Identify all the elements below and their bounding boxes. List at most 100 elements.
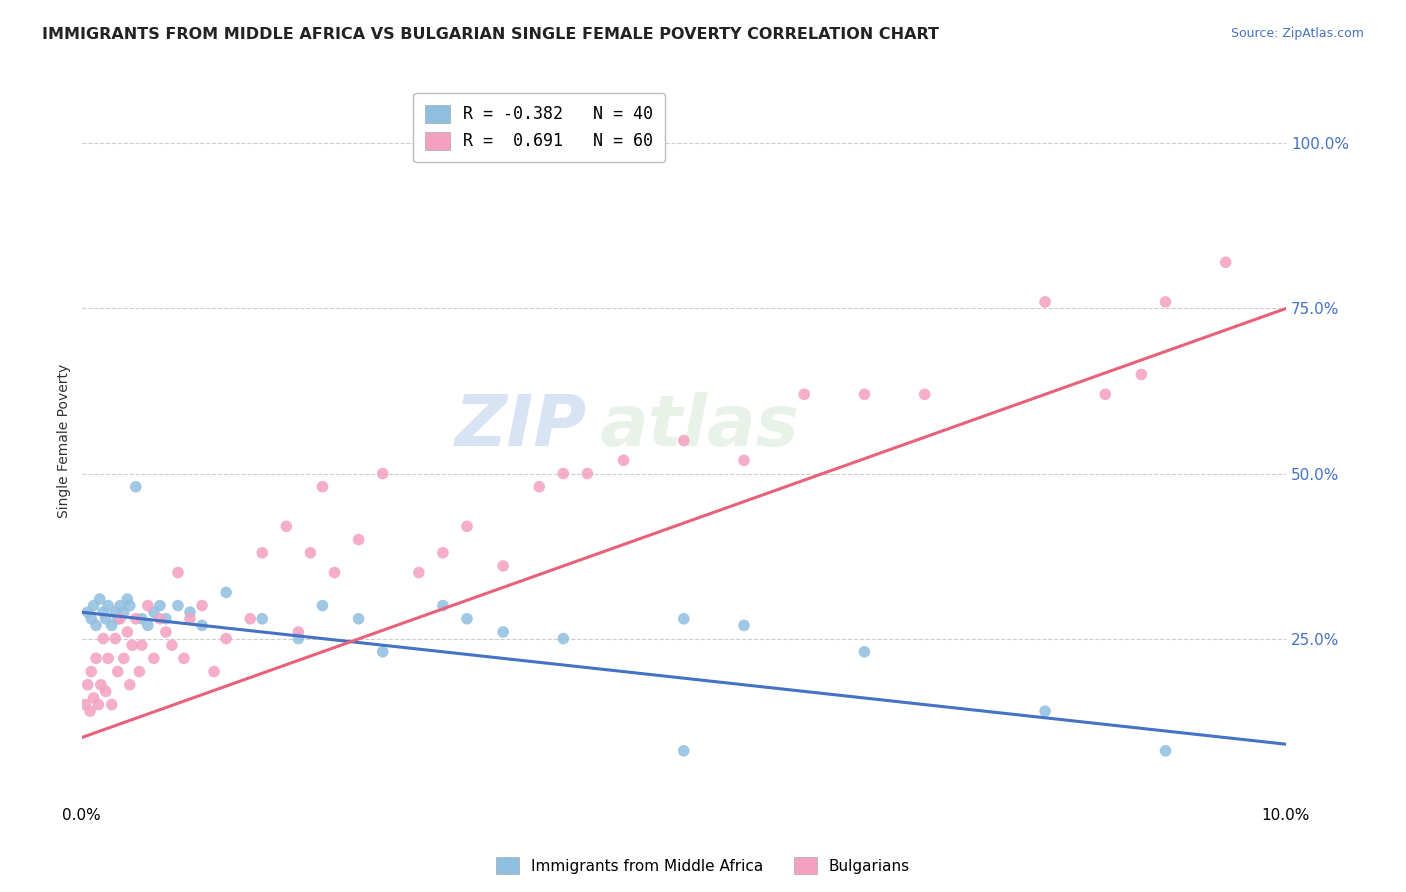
Point (179, 612, 201, 626)
Point (492, 624, 515, 639)
Point (76, 605, 98, 619)
Point (1033, 704, 1056, 718)
Point (84, 618, 107, 632)
Point (553, 467, 575, 481)
Point (576, 467, 599, 481)
Point (287, 624, 309, 639)
Point (179, 605, 201, 619)
Point (853, 387, 876, 401)
Point (97, 599, 120, 613)
Point (167, 566, 190, 580)
Point (76, 678, 98, 692)
Point (79, 704, 101, 718)
Point (914, 387, 936, 401)
Point (112, 605, 135, 619)
Point (108, 599, 131, 613)
Point (299, 546, 322, 560)
Point (733, 618, 755, 632)
Legend: Immigrants from Middle Africa, Bulgarians: Immigrants from Middle Africa, Bulgarian… (489, 851, 917, 880)
Legend: R = -0.382   N = 40, R =  0.691   N = 60: R = -0.382 N = 40, R = 0.691 N = 60 (413, 93, 665, 162)
Text: Source: ZipAtlas.com: Source: ZipAtlas.com (1230, 27, 1364, 40)
Point (97, 651, 120, 665)
Point (91, 632, 114, 646)
Point (75, 698, 97, 712)
Point (347, 533, 370, 547)
Point (456, 519, 478, 533)
Point (118, 599, 141, 613)
Point (853, 645, 876, 659)
Point (239, 612, 262, 626)
Point (128, 665, 150, 679)
Point (104, 632, 127, 646)
Point (408, 566, 430, 580)
Point (131, 638, 153, 652)
Point (371, 467, 394, 481)
Point (191, 599, 214, 613)
Point (456, 612, 478, 626)
Point (94, 684, 117, 698)
Point (112, 651, 135, 665)
Point (117, 624, 139, 639)
Point (104, 605, 127, 619)
Point (136, 599, 159, 613)
Point (672, 744, 695, 758)
Point (83, 599, 105, 613)
Point (91, 605, 114, 619)
Point (84, 651, 107, 665)
Point (612, 453, 634, 467)
Point (80, 665, 103, 679)
Point (136, 618, 159, 632)
Point (100, 618, 122, 632)
Text: IMMIGRANTS FROM MIDDLE AFRICA VS BULGARIAN SINGLE FEMALE POVERTY CORRELATION CHA: IMMIGRANTS FROM MIDDLE AFRICA VS BULGARI… (42, 27, 939, 42)
Point (80, 612, 103, 626)
Point (155, 624, 177, 639)
Point (131, 612, 153, 626)
Point (215, 632, 238, 646)
Point (252, 612, 274, 626)
Point (1154, 294, 1177, 309)
Point (323, 566, 346, 580)
Point (149, 612, 172, 626)
Point (142, 605, 165, 619)
Point (173, 651, 195, 665)
Point (432, 599, 454, 613)
Point (276, 519, 298, 533)
Point (142, 651, 165, 665)
Point (149, 599, 172, 613)
Point (672, 612, 695, 626)
Point (83, 691, 105, 706)
Point (160, 638, 183, 652)
Point (215, 585, 238, 599)
Point (1094, 387, 1116, 401)
Point (371, 645, 394, 659)
Point (432, 546, 454, 560)
Point (311, 480, 333, 494)
Point (108, 612, 131, 626)
Y-axis label: Single Female Poverty: Single Female Poverty (58, 363, 72, 517)
Point (311, 599, 333, 613)
Text: atlas: atlas (599, 392, 799, 460)
Point (107, 665, 129, 679)
Point (167, 599, 190, 613)
Point (492, 558, 515, 573)
Point (117, 591, 139, 606)
Point (125, 480, 148, 494)
Point (1154, 744, 1177, 758)
Point (733, 453, 755, 467)
Point (672, 434, 695, 448)
Point (100, 698, 122, 712)
Point (155, 612, 177, 626)
Point (1130, 368, 1153, 382)
Point (94, 612, 117, 626)
Point (90, 678, 112, 692)
Point (287, 632, 309, 646)
Text: ZIP: ZIP (456, 392, 588, 460)
Point (89, 591, 111, 606)
Point (793, 387, 815, 401)
Point (125, 612, 148, 626)
Point (202, 665, 225, 679)
Point (1215, 255, 1237, 269)
Point (107, 612, 129, 626)
Point (1033, 294, 1056, 309)
Point (87, 698, 110, 712)
